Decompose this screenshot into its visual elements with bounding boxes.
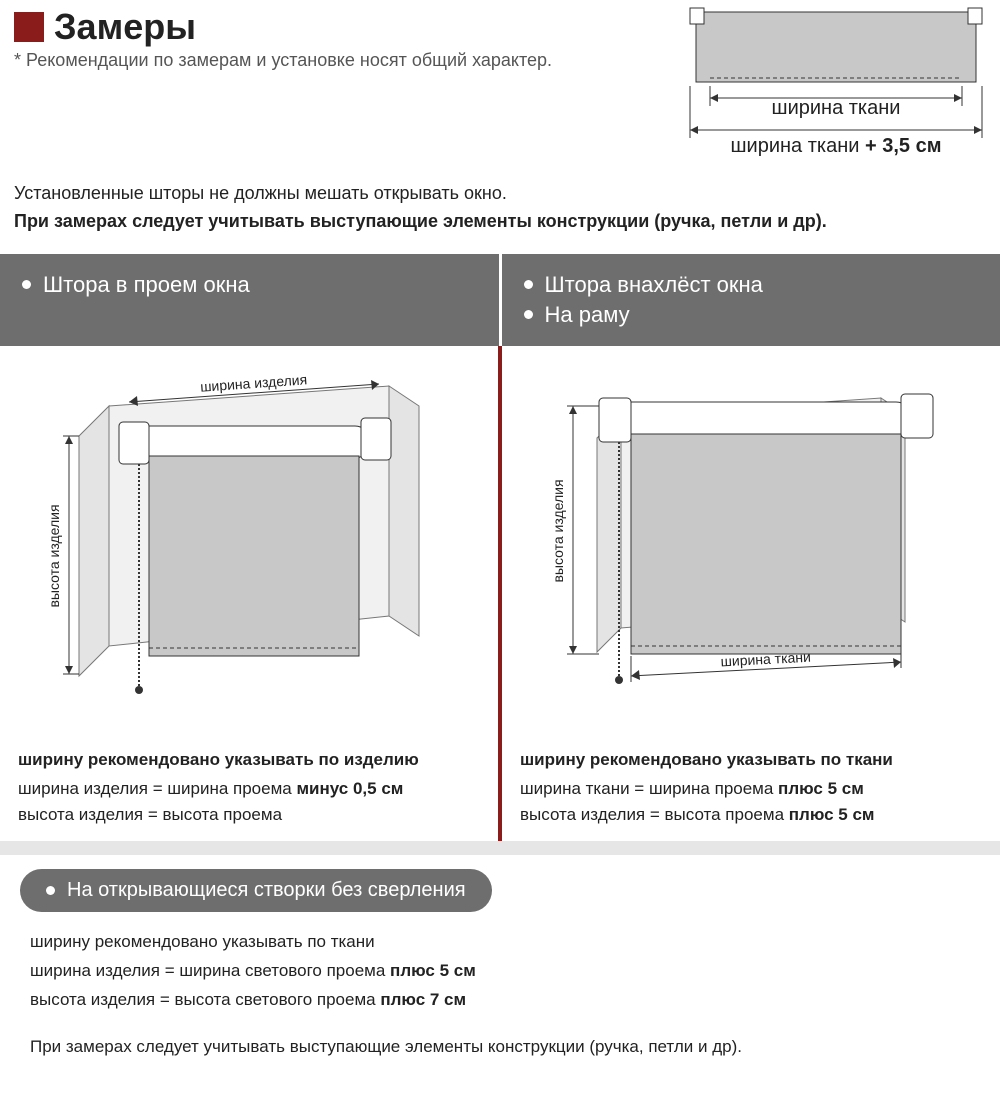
separator-strip [0, 841, 1000, 855]
header-left: Замеры * Рекомендации по замерам и устан… [14, 6, 676, 71]
options-right: Штора внахлёст окна На раму [502, 254, 1000, 346]
right-caption-line2: высота изделия = высота проема плюс 5 см [520, 802, 982, 828]
svg-text:ширина ткани + 3,5 см: ширина ткани + 3,5 см [731, 135, 942, 157]
bottom-line1: ширину рекомендовано указывать по ткани [30, 928, 970, 957]
option-left-1: Штора в проем окна [22, 272, 477, 298]
pill-label: На открывающиеся створки без сверления [67, 879, 466, 902]
options-left: Штора в проем окна [0, 254, 499, 346]
header: Замеры * Рекомендации по замерам и устан… [0, 0, 1000, 171]
left-diagram-height-label: высота изделия [46, 504, 62, 607]
top-diagram-fabric-label: ширина ткани [772, 97, 901, 119]
top-diagram-svg: ширина ткани ширина ткани + 3,5 см [686, 6, 986, 166]
option-right-2: На раму [524, 302, 979, 328]
right-caption-head: ширину рекомендовано указывать по ткани [520, 747, 982, 773]
intro-line2: При замерах следует учитывать выступающи… [14, 209, 986, 233]
option-right-1: Штора внахлёст окна [524, 272, 979, 298]
bullet-icon [46, 886, 55, 895]
right-caption-line1: ширина ткани = ширина проема плюс 5 см [520, 776, 982, 802]
bullet-icon [524, 310, 533, 319]
left-caption-line2: высота изделия = высота проема [18, 802, 480, 828]
intro-line1: Установленные шторы не должны мешать отк… [14, 181, 986, 205]
left-diagram-width-label: ширина изделия [200, 371, 308, 394]
diagram-right-col: ширина ткани высота изделия ширину реком… [502, 346, 1000, 842]
bullet-icon [22, 280, 31, 289]
disclaimer-text: * Рекомендации по замерам и установке но… [14, 50, 676, 71]
bottom-line3: высота изделия = высота светового проема… [30, 986, 970, 1015]
pill-container: На открывающиеся створки без сверления [0, 855, 1000, 920]
top-diagram-total-suffix: + 3,5 см [865, 135, 942, 157]
option-left-1-label: Штора в проем окна [43, 272, 250, 298]
top-width-diagram: ширина ткани ширина ткани + 3,5 см [686, 6, 986, 171]
bottom-block: ширину рекомендовано указывать по ткани … [0, 920, 1000, 1102]
right-diagram-height-label: высота изделия [550, 479, 566, 582]
left-caption-head: ширину рекомендовано указывать по издели… [18, 747, 480, 773]
bullet-icon [524, 280, 533, 289]
left-caption-line1: ширина изделия = ширина проема минус 0,5… [18, 776, 480, 802]
title-row: Замеры [14, 6, 676, 48]
top-diagram-total-prefix: ширина ткани [731, 135, 865, 157]
left-caption: ширину рекомендовано указывать по издели… [18, 741, 480, 838]
right-diagram-width-label: ширина ткани [720, 648, 811, 669]
intro-block: Установленные шторы не должны мешать отк… [0, 171, 1000, 254]
right-caption: ширину рекомендовано указывать по ткани … [520, 741, 982, 838]
option-right-1-label: Штора внахлёст окна [545, 272, 763, 298]
bottom-line2: ширина изделия = ширина светового проема… [30, 957, 970, 986]
diagram-left-col: ширина изделия высота изделия ширину рек… [0, 346, 498, 842]
bottom-note: При замерах следует учитывать выступающи… [30, 1033, 970, 1062]
option-right-2-label: На раму [545, 302, 630, 328]
option-pill: На открывающиеся створки без сверления [20, 869, 492, 912]
diagram-right-svg: ширина ткани высота изделия [520, 356, 982, 736]
diagram-left-svg: ширина изделия высота изделия [18, 356, 480, 736]
diagrams-row: ширина изделия высота изделия ширину рек… [0, 346, 1000, 842]
options-bar: Штора в проем окна Штора внахлёст окна Н… [0, 254, 1000, 346]
accent-square-icon [14, 12, 44, 42]
page-title: Замеры [54, 6, 196, 48]
